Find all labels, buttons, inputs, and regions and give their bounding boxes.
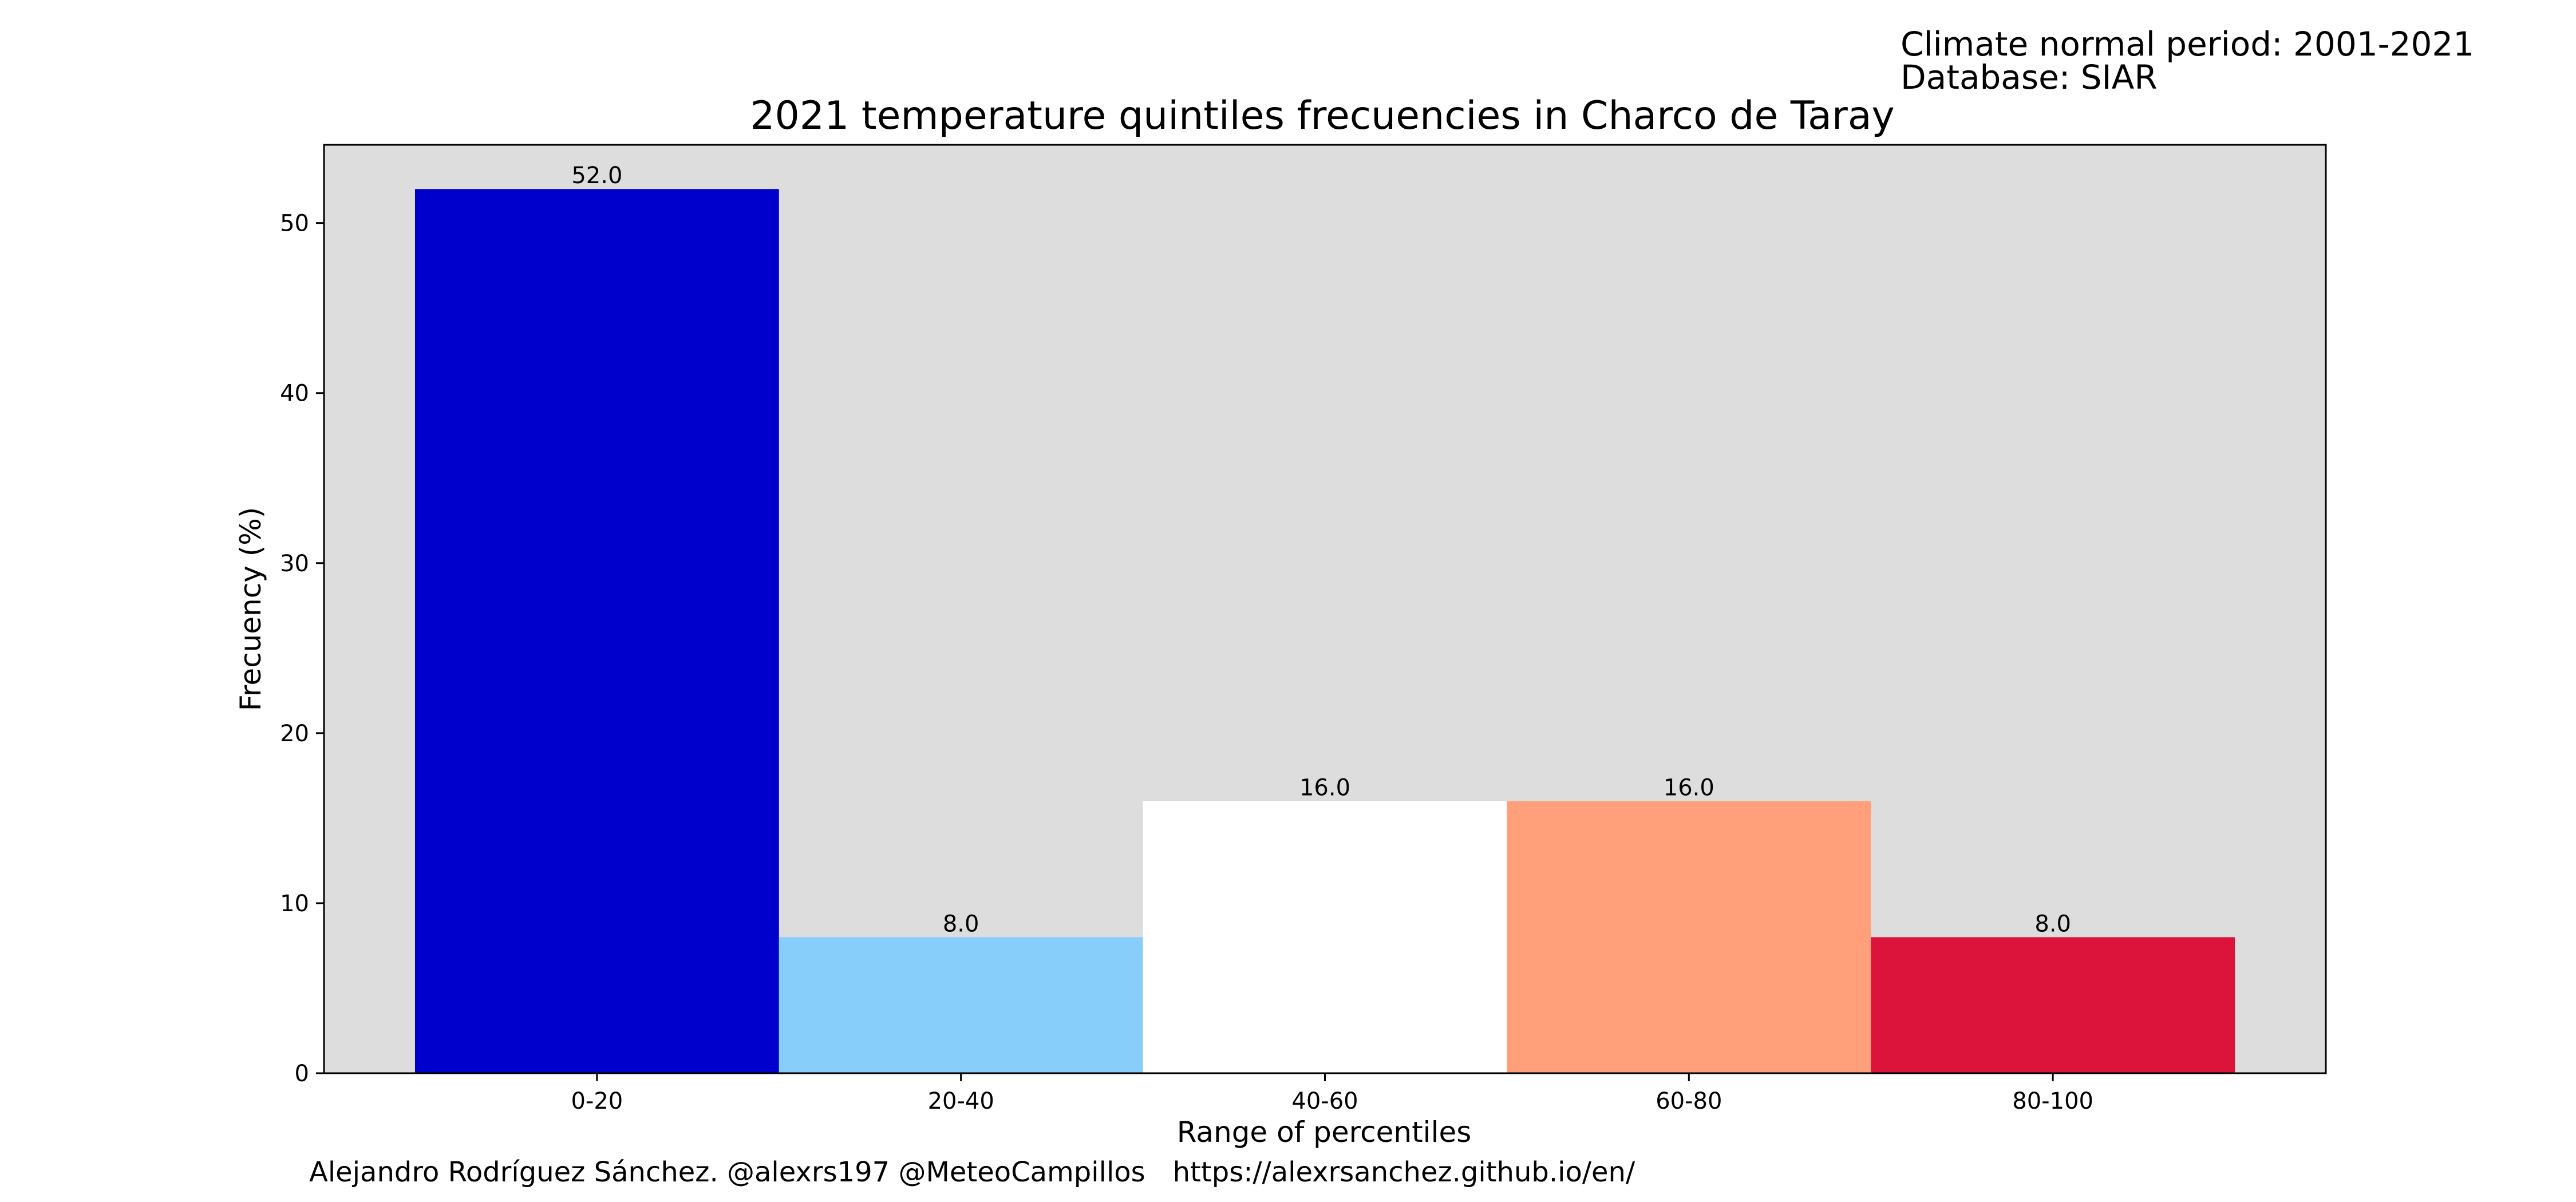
climate-period-note: Climate normal period: 2001-2021 <box>1901 25 2475 64</box>
bar-value-label: 16.0 <box>1664 775 1714 801</box>
y-tick-label: 50 <box>280 211 309 237</box>
bar-80-100 <box>1871 937 2235 1073</box>
bar-20-40 <box>779 937 1143 1073</box>
bar-value-label: 8.0 <box>943 911 979 937</box>
y-axis-label: Frecuency (%) <box>234 507 267 711</box>
bar-60-80 <box>1507 801 1871 1073</box>
x-tick-label: 60-80 <box>1656 1088 1722 1114</box>
author-credit: Alejandro Rodríguez Sánchez. @alexrs197 … <box>309 1156 1145 1188</box>
y-tick-label: 0 <box>295 1061 309 1087</box>
y-tick-label: 30 <box>280 551 309 577</box>
x-tick-label: 0-20 <box>571 1088 623 1114</box>
x-axis-label: Range of percentiles <box>1177 1116 1472 1149</box>
bar-value-label: 8.0 <box>2034 911 2071 937</box>
y-tick-label: 20 <box>280 721 309 747</box>
chart-title: 2021 temperature quintiles frecuencies i… <box>750 93 1894 139</box>
y-tick-label: 10 <box>280 891 309 917</box>
bar-40-60 <box>1143 801 1507 1073</box>
x-tick-label: 40-60 <box>1291 1088 1358 1114</box>
footer-credit: Alejandro Rodríguez Sánchez. @alexrs197 … <box>309 1156 1662 1188</box>
database-note: Database: SIAR <box>1901 58 2158 97</box>
x-tick-label: 20-40 <box>928 1088 994 1114</box>
website-link[interactable]: https://alexrsanchez.github.io/en/ <box>1172 1156 1635 1188</box>
bar-value-label: 16.0 <box>1299 775 1350 801</box>
y-tick-label: 40 <box>280 381 309 407</box>
bar-0-20 <box>414 189 779 1074</box>
bar-value-label: 52.0 <box>571 163 622 189</box>
x-tick-label: 80-100 <box>2012 1088 2093 1114</box>
